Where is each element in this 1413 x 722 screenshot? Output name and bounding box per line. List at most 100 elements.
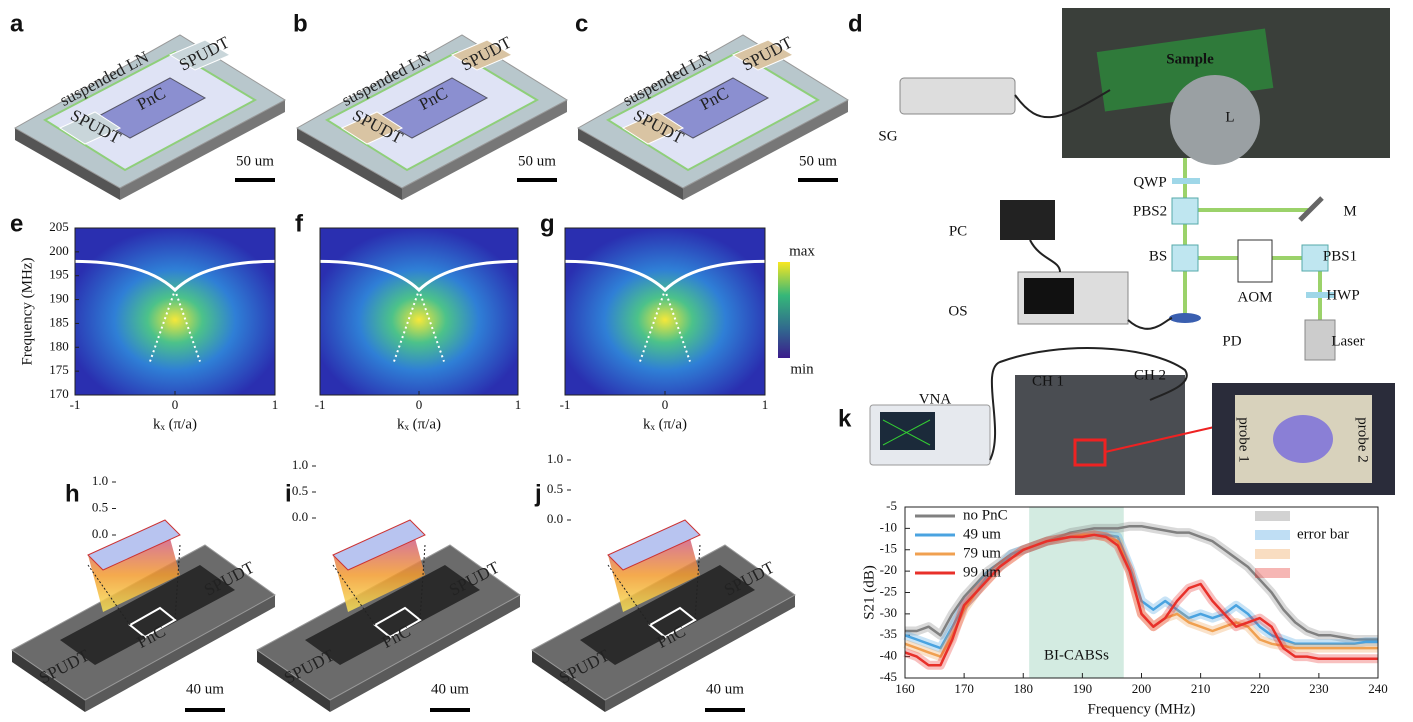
part-label: M [1343,203,1356,219]
part-label: CH 2 [1134,367,1166,383]
legend-label: 79 um [963,545,1001,561]
panel-letter: a [10,10,24,37]
y-tick-label: 190 [49,291,69,306]
x-tick-label: 1 [762,397,769,412]
x-tick-label: -1 [315,397,326,412]
z-tick-label: 0.5 [92,499,108,514]
photodiode [1169,313,1201,323]
figure: abcdefghijksuspended LNSPUDTSPUDTPnC50 u… [0,0,1413,722]
part-label: L [1225,109,1234,125]
part-label: OS [948,303,967,319]
x-tick-label: 230 [1309,681,1329,696]
part-label: CH 1 [1032,373,1064,389]
y-tick-label: 180 [49,338,69,353]
part-label: Laser [1331,333,1364,349]
x-axis-label: kₓ (π/a) [643,416,687,432]
scale-label: 50 um [799,153,837,169]
y-tick-label: 195 [49,267,69,282]
colorbar-label: min [790,361,814,377]
x-tick-label: 0 [172,397,179,412]
x-tick-label: 160 [895,681,915,696]
part-label: PBS1 [1323,248,1357,264]
y-tick-label: 185 [49,314,69,329]
part-label: probe 1 [1236,417,1252,462]
z-tick-label: 0.0 [547,511,563,526]
part-label: PBS2 [1133,203,1167,219]
y-tick-label: -40 [880,648,897,663]
device-image [1273,415,1333,463]
vna-screen [880,412,935,450]
part-label: BS [1149,248,1167,264]
panel-letter: f [295,210,304,237]
y-tick-label: -15 [880,541,897,556]
heatmap [320,228,518,395]
y-axis-label: S21 (dB) [861,565,877,620]
scale-label: 50 um [236,153,274,169]
panel-letter: i [285,480,292,507]
x-tick-label: 240 [1368,681,1388,696]
scale-label: 40 um [431,681,469,697]
series-line [905,526,1378,639]
z-tick-label: 1.0 [547,451,563,466]
x-tick-label: 220 [1250,681,1270,696]
page: {"panels": { "a": {"label": "a", "region… [0,0,1413,722]
y-tick-label: 205 [49,219,69,234]
part-label: VNA [919,391,952,407]
aom [1238,240,1272,282]
legend-label: 99 um [963,564,1001,580]
beam-splitter [1172,245,1198,271]
z-tick-label: 1.0 [92,473,108,488]
x-tick-label: 190 [1073,681,1093,696]
panel-letter: h [65,480,80,507]
legend-label: 49 um [963,526,1001,542]
panel-letter: g [540,210,555,237]
part-label: PD [1222,333,1241,349]
x-axis-label: Frequency (MHz) [1088,701,1196,717]
panel-letter: j [534,480,542,507]
panel-letter: e [10,210,23,237]
signal-generator [900,78,1015,114]
scale-label: 40 um [186,681,224,697]
x-tick-label: 180 [1014,681,1034,696]
waveplate [1172,178,1200,184]
x-tick-label: 1 [272,397,279,412]
x-tick-label: -1 [70,397,81,412]
z-tick-label: 0.5 [547,481,563,496]
laptop [1000,200,1055,240]
part-label: SG [878,128,897,144]
part-label: Sample [1166,51,1214,67]
x-tick-label: 0 [416,397,423,412]
y-tick-label: -10 [880,519,897,534]
x-tick-label: 170 [954,681,974,696]
panel-letter: k [838,405,852,432]
x-tick-label: 200 [1132,681,1152,696]
part-label: probe 2 [1355,417,1371,462]
legend-label: no PnC [963,507,1008,523]
z-tick-label: 1.0 [292,457,308,472]
probe-station-photo [1015,375,1185,495]
objective [1170,75,1260,165]
z-tick-label: 0.5 [292,483,308,498]
part-label: PC [949,223,967,239]
z-tick-label: 0.0 [92,526,108,541]
panel-letter: c [575,10,588,37]
colorbar-label: max [789,243,815,259]
legend-label: error bar [1297,526,1349,542]
x-tick-label: 210 [1191,681,1211,696]
y-axis-label: Frequency (MHz) [19,258,35,366]
x-tick-label: 0 [662,397,669,412]
y-tick-label: -35 [880,626,897,641]
y-tick-label: -20 [880,562,897,577]
y-tick-label: -25 [880,583,897,598]
heatmap [565,228,765,395]
part-label: AOM [1237,289,1272,305]
x-axis-label: kₓ (π/a) [153,416,197,432]
y-tick-label: -30 [880,605,897,620]
band-label: BI-CABSs [1044,647,1109,663]
x-tick-label: 1 [515,397,522,412]
colorbar [778,262,790,358]
part-label: HWP [1326,287,1359,303]
y-tick-label: 175 [49,362,69,377]
scale-label: 50 um [518,153,556,169]
scale-label: 40 um [706,681,744,697]
